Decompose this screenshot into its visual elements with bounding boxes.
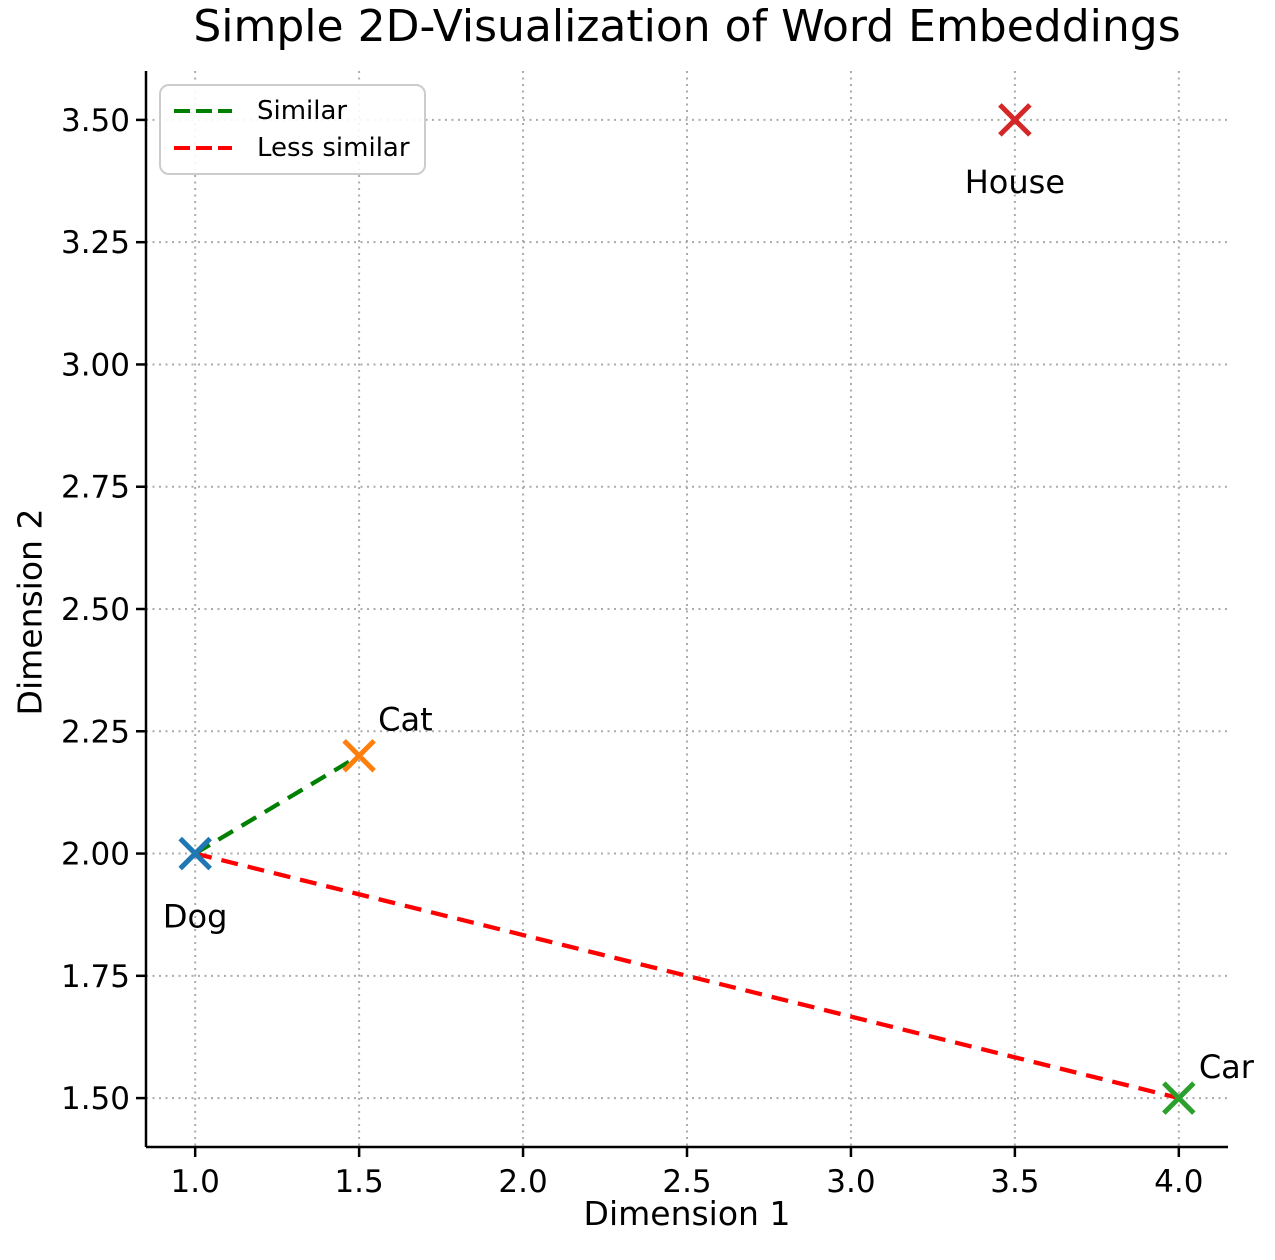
y-tick-label: 3.25	[61, 225, 130, 261]
point-label-dog: Dog	[163, 898, 228, 936]
x-tick-label: 3.5	[990, 1164, 1039, 1200]
connection-line-similar	[194, 753, 361, 856]
y-tick-label: 3.50	[61, 103, 130, 139]
marker-house	[998, 103, 1032, 137]
y-tick-label: 3.00	[61, 347, 130, 383]
legend-label: Similar	[257, 95, 348, 126]
y-axis-label: Dimension 2	[10, 508, 50, 716]
x-tick-label: 2.0	[498, 1164, 547, 1200]
x-tick-label: 1.5	[334, 1164, 383, 1200]
x-axis-label: Dimension 1	[583, 1194, 791, 1233]
marker-cat	[342, 738, 376, 773]
x-tick-label: 3.0	[826, 1164, 875, 1200]
legend-line-sample	[174, 146, 232, 151]
y-tick-label: 2.75	[61, 470, 130, 506]
legend: Similar Less similar	[159, 84, 426, 175]
marker-dog	[178, 836, 212, 871]
x-tick-label: 1.0	[171, 1164, 220, 1200]
x-tick-label: 2.5	[662, 1164, 711, 1200]
y-tick-label: 2.00	[61, 837, 130, 873]
chart-title: Simple 2D-Visualization of Word Embeddin…	[193, 1, 1181, 52]
point-label-car: Car	[1199, 1048, 1255, 1086]
x-tick-label: 4.0	[1154, 1164, 1203, 1200]
marker-car	[1162, 1081, 1196, 1115]
legend-item-less-similar: Less similar	[173, 133, 412, 163]
point-label-house: House	[965, 163, 1065, 201]
y-tick-label: 2.50	[61, 592, 130, 628]
legend-label: Less similar	[257, 133, 410, 164]
legend-item-similar: Similar	[173, 96, 412, 126]
y-tick-label: 1.50	[61, 1081, 130, 1117]
point-label-cat: Cat	[378, 701, 433, 739]
connection-line-less-similar	[194, 851, 1180, 1101]
y-tick-label: 1.75	[61, 959, 130, 995]
y-tick-label: 2.25	[61, 714, 130, 750]
legend-line-sample	[174, 108, 232, 113]
